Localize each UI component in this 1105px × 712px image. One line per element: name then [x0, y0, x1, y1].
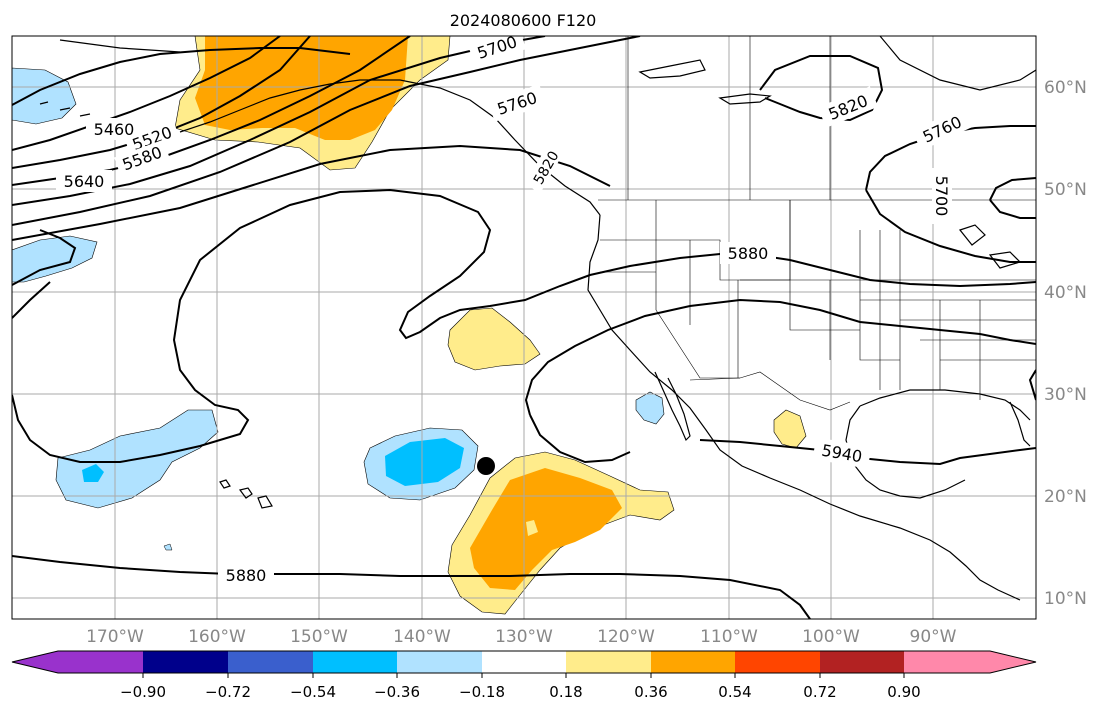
- negative-anomaly-central-core: [385, 438, 464, 486]
- longitude-labels: 170°W 160°W 150°W 140°W 130°W 120°W 110°…: [86, 627, 957, 647]
- colorbar-tick-label: 0.36: [634, 683, 667, 701]
- lon-label: 90°W: [910, 627, 957, 647]
- map-area: 5460 5520 5580 5640 5700 5760 5820 5760 …: [12, 36, 1036, 619]
- storm-marker: [477, 457, 495, 475]
- contour-label: 5880: [728, 244, 769, 263]
- lat-label: 50°N: [1044, 180, 1087, 200]
- colorbar-swatch: [651, 651, 737, 673]
- lon-label: 120°W: [597, 627, 655, 647]
- anomaly-fills: [12, 36, 807, 615]
- colorbar-swatch: [566, 651, 652, 673]
- borders: [598, 36, 1036, 411]
- colorbar-swatch: [228, 651, 314, 673]
- colorbar-swatch: [58, 651, 144, 673]
- lon-label: 140°W: [393, 627, 451, 647]
- lat-label: 20°N: [1044, 487, 1087, 507]
- colorbar-tick-label: −0.36: [374, 683, 420, 701]
- lon-label: 160°W: [188, 627, 246, 647]
- colorbar-extend-high: [990, 651, 1036, 673]
- contour-label: 5700: [932, 176, 951, 217]
- positive-anomaly-35n: [447, 307, 541, 371]
- lon-label: 170°W: [86, 627, 144, 647]
- contour-label: 5460: [94, 120, 135, 139]
- colorbar-swatch: [482, 651, 568, 673]
- lat-label: 60°N: [1044, 78, 1087, 98]
- lon-label: 110°W: [700, 627, 758, 647]
- colorbar-swatch: [820, 651, 905, 673]
- lat-label: 10°N: [1044, 589, 1087, 609]
- map-frame: [11, 35, 1037, 620]
- colorbar-tick-label: 0.18: [549, 683, 582, 701]
- positive-anomaly-south-core: [470, 468, 622, 590]
- colorbar-tick-label: 0.90: [887, 683, 920, 701]
- positive-anomaly-mexico: [773, 409, 807, 449]
- colorbar-tick-label: −0.54: [290, 683, 336, 701]
- gridlines: [12, 36, 1036, 619]
- colorbar-swatch: [397, 651, 483, 673]
- colorbar-outline: [11, 650, 1037, 674]
- colorbar-swatch: [904, 651, 990, 673]
- positive-anomaly-alaska-core: [195, 36, 408, 140]
- colorbar-tick-label: −0.72: [205, 683, 251, 701]
- colorbar-swatch: [735, 651, 821, 673]
- contour-label: 5640: [64, 172, 105, 191]
- lon-label: 130°W: [495, 627, 553, 647]
- lon-label: 100°W: [802, 627, 860, 647]
- colorbar: −0.90 −0.72 −0.54 −0.36 −0.18 0.18 0.36 …: [11, 650, 1037, 701]
- negative-anomaly-hawaii-core: [82, 464, 104, 482]
- colorbar-tick-label: 0.54: [718, 683, 751, 701]
- lat-label: 30°N: [1044, 385, 1087, 405]
- colorbar-swatch: [313, 651, 399, 673]
- negative-anomaly-baja: [635, 391, 665, 425]
- colorbar-extend-low: [12, 651, 58, 673]
- colorbar-tick-label: 0.72: [803, 683, 836, 701]
- latitude-labels: 60°N 50°N 40°N 30°N 20°N 10°N: [1044, 78, 1087, 609]
- colorbar-tick-label: −0.18: [459, 683, 505, 701]
- map-title: 2024080600 F120: [450, 11, 597, 30]
- colorbar-swatch: [143, 651, 229, 673]
- lon-label: 150°W: [290, 627, 348, 647]
- lat-label: 40°N: [1044, 283, 1087, 303]
- colorbar-tick-label: −0.90: [120, 683, 166, 701]
- colorbar-ticks: [142, 673, 905, 678]
- contour-label: 5880: [226, 566, 267, 585]
